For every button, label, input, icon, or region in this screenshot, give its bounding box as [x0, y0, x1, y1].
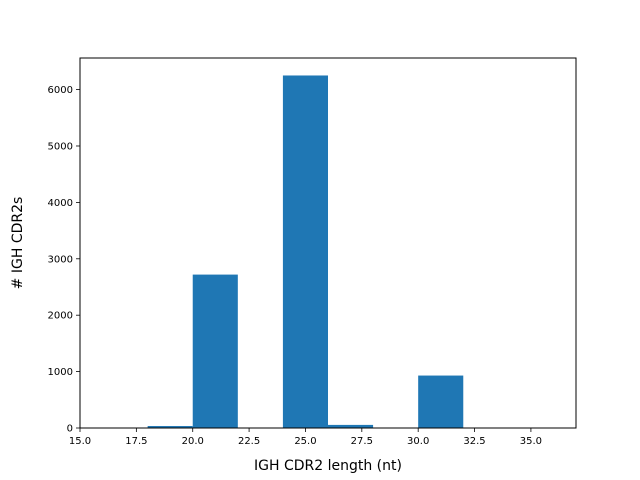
- x-axis-title: IGH CDR2 length (nt): [254, 458, 402, 474]
- x-axis-ticks: 15.0 17.5 20.0 22.5 25.0 27.5 30.0 32.5 35.0: [69, 428, 542, 447]
- histogram-bar-0: [147, 426, 193, 428]
- y-axis-title: # IGH CDR2s: [10, 197, 26, 290]
- x-tick-label-8: 35.0: [520, 436, 542, 447]
- y-tick-label-3: 3000: [48, 254, 73, 265]
- y-tick-label-1: 1000: [48, 367, 73, 378]
- histogram-bar-4: [328, 424, 374, 428]
- x-tick-label-4: 25.0: [294, 436, 316, 447]
- x-tick-label-3: 22.5: [238, 436, 260, 447]
- histogram-bar-1: [192, 274, 238, 428]
- y-tick-label-2: 2000: [48, 311, 73, 322]
- histogram-bar-6: [418, 375, 464, 428]
- y-tick-label-4: 4000: [48, 198, 73, 209]
- y-tick-label-0: 0: [67, 424, 73, 435]
- x-tick-label-2: 20.0: [182, 436, 204, 447]
- x-tick-label-6: 30.0: [407, 436, 429, 447]
- bars-group: [147, 75, 464, 428]
- x-tick-label-0: 15.0: [69, 436, 91, 447]
- y-tick-label-6: 6000: [48, 85, 73, 96]
- histogram-bar-3: [282, 75, 328, 428]
- y-tick-label-5: 5000: [48, 141, 73, 152]
- x-tick-label-7: 32.5: [463, 436, 485, 447]
- x-tick-label-5: 27.5: [351, 436, 373, 447]
- plot-frame: [79, 57, 577, 429]
- x-tick-label-1: 17.5: [125, 436, 147, 447]
- y-axis-ticks: 0 1000 2000 3000 4000 5000 6000: [48, 85, 80, 435]
